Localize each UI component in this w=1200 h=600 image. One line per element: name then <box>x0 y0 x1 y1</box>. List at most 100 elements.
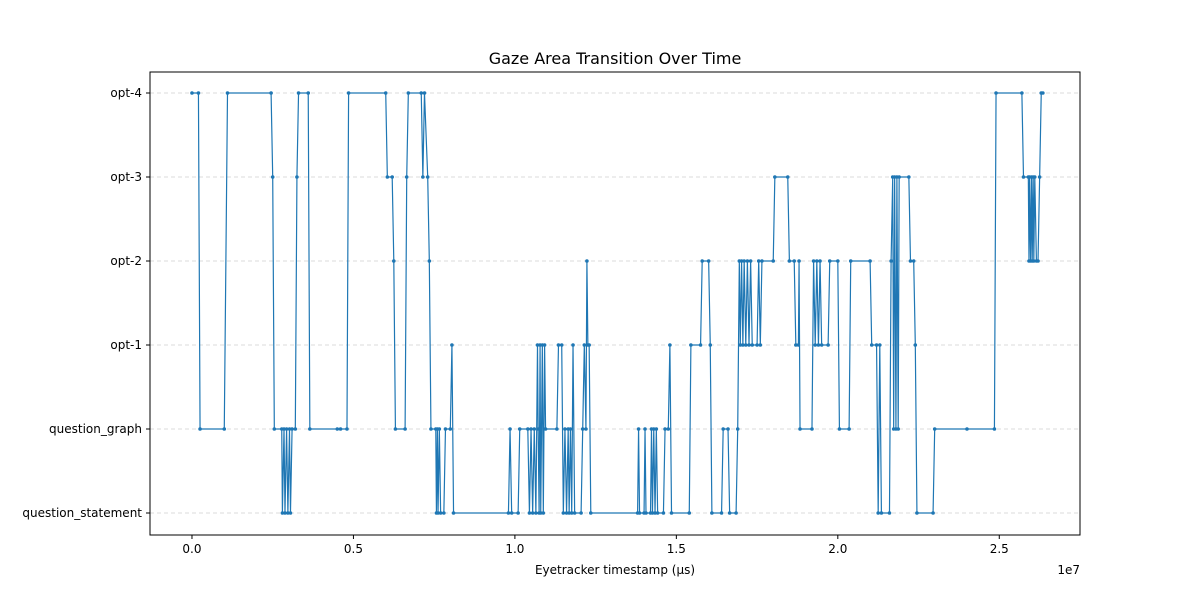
gaze-data-point <box>1036 259 1040 263</box>
gaze-data-point <box>1021 175 1026 179</box>
gaze-data-point <box>587 343 591 347</box>
gaze-data-point <box>637 511 642 515</box>
gaze-data-point <box>655 511 660 515</box>
gaze-data-point <box>836 259 840 263</box>
gaze-data-point <box>798 427 802 431</box>
gaze-data-point <box>869 343 874 347</box>
gaze-data-point <box>526 427 530 431</box>
gaze-data-point <box>425 175 430 179</box>
gaze-data-point <box>742 259 746 263</box>
gaze-data-point <box>225 91 230 95</box>
gaze-data-point <box>190 91 194 95</box>
gaze-data-point <box>636 427 641 431</box>
y-axis-ticks: question_statement question_graph opt-1 opt… <box>22 86 150 520</box>
gaze-data-point <box>758 343 763 347</box>
gaze-data-point <box>915 511 919 515</box>
x-tick-label: 2.0 <box>828 542 847 556</box>
gaze-data-point <box>689 343 693 347</box>
gaze-data-point <box>797 259 801 263</box>
gaze-data-point <box>739 259 744 263</box>
gaze-data-point <box>653 511 657 515</box>
gaze-data-point <box>877 343 882 347</box>
gaze-data-point <box>811 259 816 263</box>
gaze-data-point <box>542 343 547 347</box>
gaze-data-point <box>813 343 818 347</box>
gaze-data-point <box>876 511 880 515</box>
gaze-data-point <box>908 259 913 263</box>
gaze-data-point <box>390 175 394 179</box>
gaze-data-point <box>392 259 396 263</box>
gaze-data-point <box>530 511 535 515</box>
gaze-data-point <box>346 91 351 95</box>
gaze-data-point <box>584 427 588 431</box>
gaze-data-point <box>643 427 647 431</box>
gaze-data-point <box>436 511 440 515</box>
gaze-data-point <box>571 343 575 347</box>
x-axis-offset-label: 1e7 <box>1057 563 1080 577</box>
gaze-data-point <box>555 427 559 431</box>
gaze-data-point <box>517 427 522 431</box>
gaze-data-point <box>534 511 538 515</box>
x-tick-label: 1.5 <box>667 542 686 556</box>
gaze-data-point <box>406 91 411 95</box>
gaze-data-point <box>965 427 969 431</box>
gaze-data-point <box>819 343 824 347</box>
gaze-data-point <box>403 427 407 431</box>
gaze-data-point <box>442 511 446 515</box>
gaze-data-point <box>837 427 842 431</box>
gaze-data-point <box>687 511 692 515</box>
gaze-data-point <box>663 427 667 431</box>
gaze-data-point <box>771 259 776 263</box>
gaze-data-point <box>887 511 892 515</box>
gaze-data-point <box>582 343 587 347</box>
gaze-data-point <box>650 511 655 515</box>
gaze-data-point <box>335 427 340 431</box>
gaze-data-point <box>698 343 703 347</box>
gaze-data-point <box>755 343 759 347</box>
gaze-data-point <box>785 175 790 179</box>
gaze-data-point <box>404 175 409 179</box>
y-tick-label: opt-2 <box>110 254 142 268</box>
gaze-data-point <box>787 259 792 263</box>
gaze-data-point <box>874 343 879 347</box>
gaze-data-point <box>1041 91 1045 95</box>
gaze-data-point <box>669 511 674 515</box>
gaze-data-point <box>535 343 540 347</box>
gaze-data-point <box>889 259 893 263</box>
y-tick-label: question_statement <box>22 506 142 520</box>
gaze-data-point <box>796 343 801 347</box>
gaze-data-point <box>932 427 937 431</box>
y-tick-label: opt-4 <box>110 86 142 100</box>
gaze-data-point <box>569 511 574 515</box>
gaze-data-point <box>816 343 821 347</box>
gaze-data-point <box>818 259 822 263</box>
gaze-data-point <box>198 427 202 431</box>
gaze-data-point <box>588 511 593 515</box>
gaze-data-point <box>509 511 514 515</box>
gaze-data-point <box>284 427 289 431</box>
gaze-data-point <box>280 511 285 515</box>
gaze-data-point <box>516 511 520 515</box>
gaze-data-point <box>992 427 997 431</box>
gaze-data-point <box>282 427 286 431</box>
gaze-data-point <box>543 427 548 431</box>
gaze-data-point <box>668 343 672 347</box>
gaze-data-point <box>848 259 853 263</box>
gaze-data-point <box>756 259 761 263</box>
gaze-data-point <box>508 427 512 431</box>
gaze-data-point <box>270 175 275 179</box>
gaze-data-point <box>293 427 298 431</box>
gaze-data-point <box>721 427 725 431</box>
gaze-data-point <box>295 175 299 179</box>
gaze-data-point <box>827 259 832 263</box>
gaze-data-point <box>661 511 666 515</box>
gaze-data-point <box>222 427 227 431</box>
gaze-data-point <box>743 343 748 347</box>
x-tick-label: 1.0 <box>505 542 524 556</box>
gaze-data-point <box>419 91 424 95</box>
gaze-data-point <box>393 427 398 431</box>
gaze-data-point <box>450 343 454 347</box>
gaze-data-point <box>700 259 704 263</box>
gaze-data-point <box>567 511 571 515</box>
